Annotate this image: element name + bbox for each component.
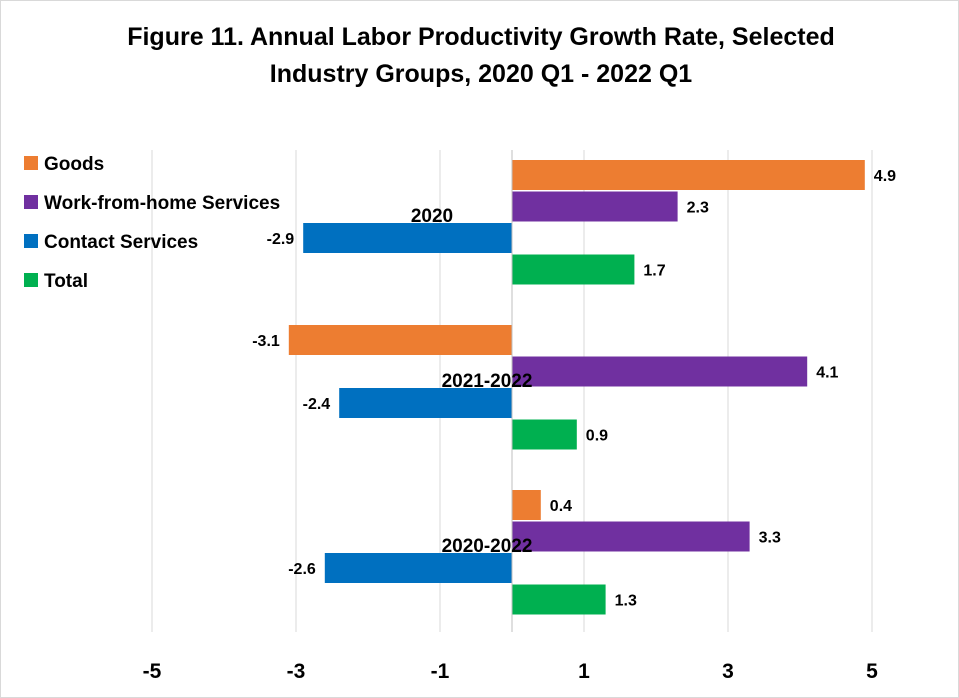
bar-total-2020-2022 bbox=[512, 584, 606, 615]
bar-contact-services-2020-2022 bbox=[324, 553, 512, 583]
value-label-total-2021-2022: 0.9 bbox=[586, 428, 608, 445]
x-tick-label-1: -1 bbox=[431, 660, 450, 683]
legend-swatch-work-from-home-services bbox=[24, 195, 38, 209]
x-tick-label-1: 1 bbox=[578, 660, 590, 683]
legend-label-goods: Goods bbox=[44, 154, 104, 175]
legend: Goods Work-from-home Services Contact Serv… bbox=[24, 154, 280, 292]
bar-goods-2021-2022 bbox=[288, 325, 512, 355]
value-label-contact-services-2020: -2.9 bbox=[267, 231, 295, 248]
category-label-2021-2022: 2021-2022 bbox=[442, 371, 533, 392]
bars bbox=[288, 160, 865, 615]
value-label-goods-2021-2022: -3.1 bbox=[252, 333, 280, 350]
legend-swatch-contact-services bbox=[24, 234, 38, 248]
bar-goods-2020-2022 bbox=[512, 490, 541, 520]
category-label-2020-2022: 2020-2022 bbox=[442, 536, 533, 557]
value-label-total-2020: 1.7 bbox=[643, 263, 665, 280]
value-labels: 4.9 2.3 -2.9 1.7 -3.1 4.1 -2.4 0.9 0.4 3.3 -2.6 1.3 bbox=[252, 168, 896, 610]
bar-goods-2020 bbox=[512, 160, 865, 190]
bar-total-2021-2022 bbox=[512, 419, 577, 450]
value-label-goods-2020-2022: 0.4 bbox=[550, 498, 572, 515]
chart-title-line-1: Figure 11. Annual Labor Productivity Gro… bbox=[127, 23, 835, 51]
chart-title-line-2: Industry Groups, 2020 Q1 - 2022 Q1 bbox=[269, 60, 693, 88]
legend-swatch-total bbox=[24, 273, 38, 287]
x-tick-label-3: -3 bbox=[287, 660, 306, 683]
bar-contact-services-2020 bbox=[303, 223, 512, 253]
value-label-work-from-home-services-2021-2022: 4.1 bbox=[816, 365, 838, 382]
value-label-work-from-home-services-2020: 2.3 bbox=[687, 200, 709, 217]
bar-total-2020 bbox=[512, 254, 635, 285]
value-label-goods-2020: 4.9 bbox=[874, 168, 896, 185]
bar-work-from-home-services-2020-2022 bbox=[512, 521, 750, 552]
category-labels: 2020 2021-2022 2020-2022 bbox=[411, 206, 533, 557]
legend-label-work-from-home-services: Work-from-home Services bbox=[44, 193, 280, 214]
category-label-2020: 2020 bbox=[411, 206, 453, 227]
value-label-work-from-home-services-2020-2022: 3.3 bbox=[759, 530, 781, 547]
x-tick-labels: -5 -3 -1 1 3 5 bbox=[143, 660, 879, 683]
value-label-total-2020-2022: 1.3 bbox=[615, 593, 637, 610]
x-tick-label-5: -5 bbox=[143, 660, 162, 683]
x-tick-label-5: 5 bbox=[866, 660, 878, 683]
value-label-contact-services-2020-2022: -2.6 bbox=[288, 561, 316, 578]
legend-swatch-goods bbox=[24, 156, 38, 170]
value-label-contact-services-2021-2022: -2.4 bbox=[303, 396, 331, 413]
bar-work-from-home-services-2020 bbox=[512, 191, 678, 222]
x-tick-label-3: 3 bbox=[722, 660, 734, 683]
bar-work-from-home-services-2021-2022 bbox=[512, 356, 808, 387]
legend-label-contact-services: Contact Services bbox=[44, 232, 198, 253]
chart-title: Figure 11. Annual Labor Productivity Gro… bbox=[61, 19, 901, 93]
legend-label-total: Total bbox=[44, 271, 88, 292]
bar-contact-services-2021-2022 bbox=[339, 388, 512, 418]
